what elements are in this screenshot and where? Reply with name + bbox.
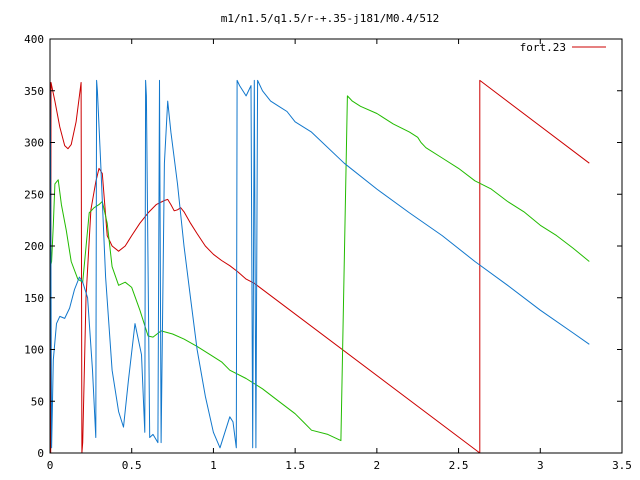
legend: fort.23	[520, 41, 606, 54]
y-tick-label: 50	[31, 395, 44, 408]
chart-title: m1/n1.5/q1.5/r-+.35-j181/M0.4/512	[221, 12, 440, 25]
axis-layer: 0 0.5 1 1.5 2 2.5 3 3.5 0 50 100 150 200 250 300 350 400	[24, 33, 632, 472]
series-line-3	[49, 79, 590, 454]
series-line-1	[49, 79, 590, 454]
series-line-2	[49, 95, 590, 442]
plot-frame	[49, 38, 623, 454]
y-tick-label: 400	[24, 33, 44, 46]
x-tick-label: 1	[210, 459, 217, 472]
y-tick-label: 350	[24, 85, 44, 98]
x-tick-label: 0.5	[122, 459, 142, 472]
y-tick-label: 0	[37, 447, 44, 460]
legend-label: fort.23	[520, 41, 566, 54]
x-tick-label: 2.5	[449, 459, 469, 472]
x-tick-label: 3.5	[612, 459, 632, 472]
x-tick-label: 2	[374, 459, 381, 472]
y-tick-label: 100	[24, 344, 44, 357]
x-tick-label: 0	[47, 459, 54, 472]
y-tick-label: 150	[24, 292, 44, 305]
x-tick-label: 3	[537, 459, 544, 472]
y-tick-label: 300	[24, 137, 44, 150]
x-tick-label: 1.5	[285, 459, 305, 472]
y-tick-label: 200	[24, 240, 44, 253]
y-tick-label: 250	[24, 188, 44, 201]
series-layer	[49, 79, 590, 454]
